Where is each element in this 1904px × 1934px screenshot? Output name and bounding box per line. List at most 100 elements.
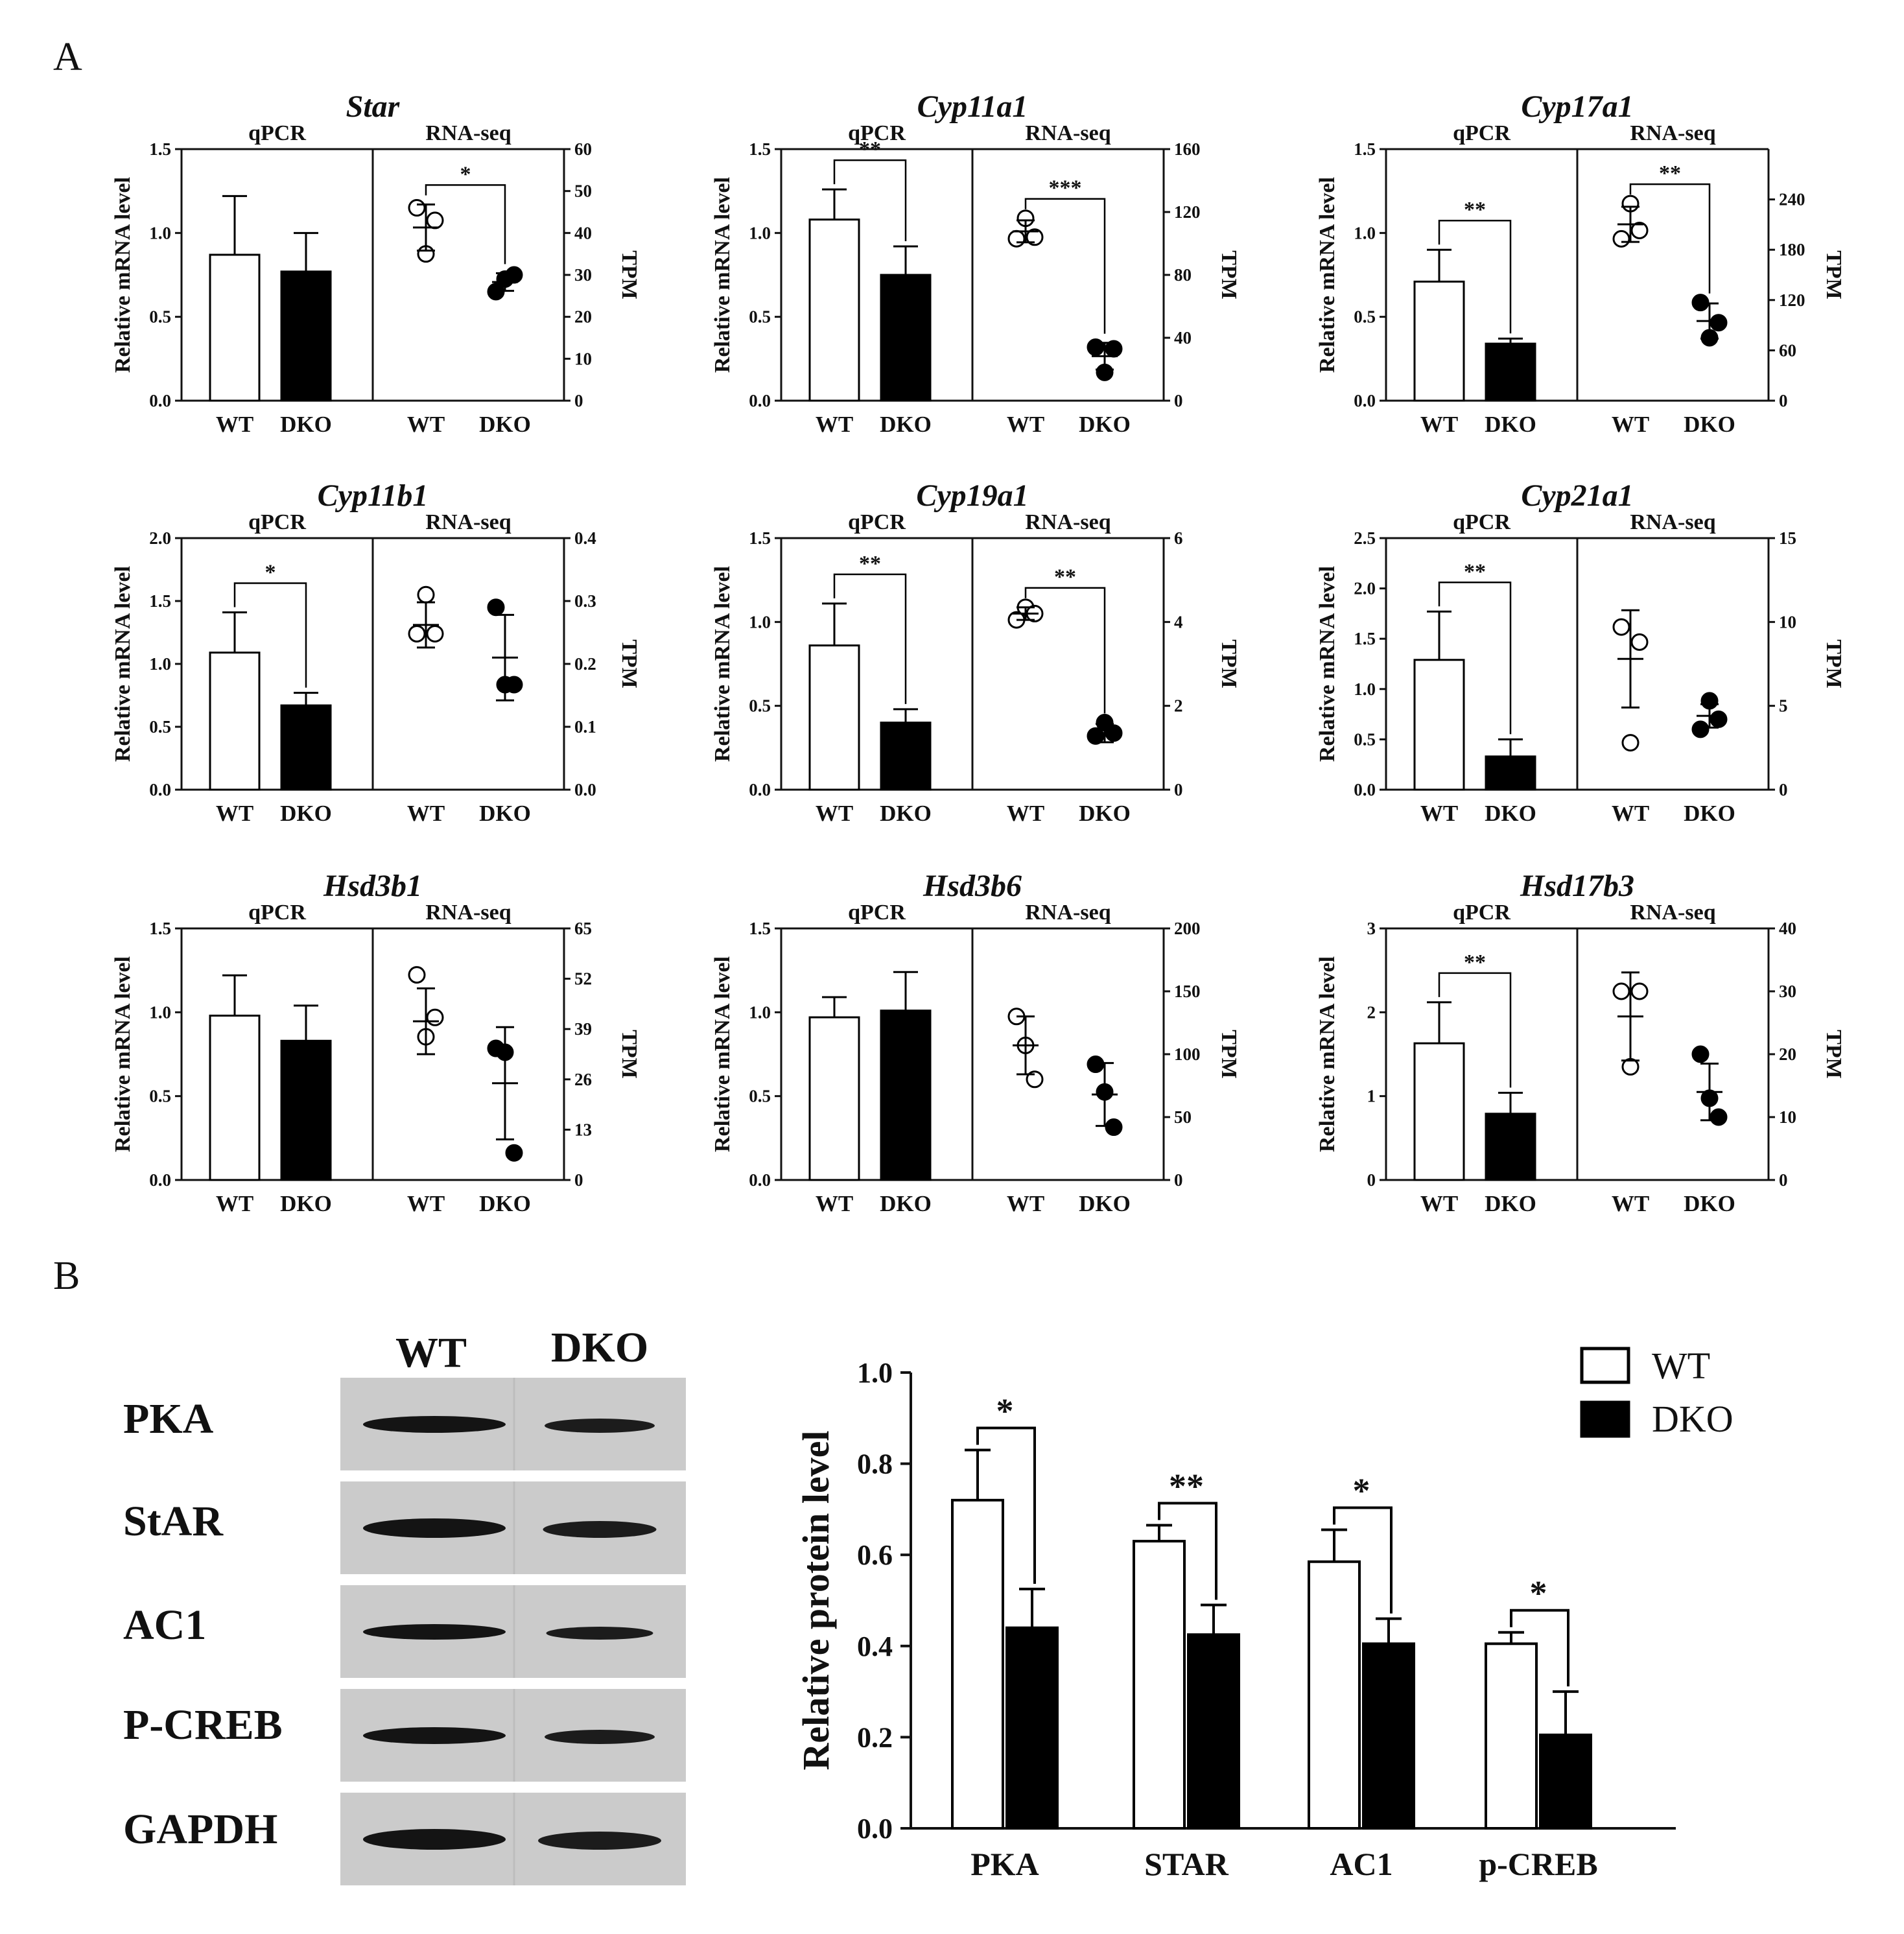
y2-axis-label: TPM <box>1822 250 1846 300</box>
bar-wt <box>808 644 860 791</box>
point-dko <box>505 1144 523 1162</box>
right-tick-label: 4 <box>1174 612 1183 631</box>
left-tick-label: 1.5 <box>149 591 171 611</box>
qpcr-label: qPCR <box>248 510 306 534</box>
significance-label: ** <box>1169 1467 1204 1506</box>
bar-dko <box>1005 1626 1059 1830</box>
right-tick-label: 2 <box>1174 696 1183 716</box>
y-tick-label: 0.8 <box>857 1448 893 1480</box>
y2-axis-label: TPM <box>617 639 641 689</box>
left-tick-label: 1.0 <box>749 1002 771 1022</box>
category-label: DKO <box>1684 412 1735 437</box>
left-tick-label: 2.5 <box>1354 528 1376 548</box>
bar-dko <box>880 722 932 791</box>
qpcr-significance-bracket <box>1438 972 1512 1088</box>
wb-row-label: AC1 <box>123 1601 206 1649</box>
significance-label: ** <box>1659 161 1681 185</box>
left-tick-label: 0.0 <box>1354 391 1376 410</box>
right-tick-label: 180 <box>1779 240 1805 259</box>
rnaseq-label: RNA-seq <box>1630 901 1715 925</box>
legend-label-wt: WT <box>1652 1345 1710 1387</box>
qpcr-label: qPCR <box>1453 510 1510 534</box>
wb-row-label: P-CREB <box>123 1701 283 1749</box>
point-wt <box>408 966 426 984</box>
rnaseq-label: RNA-seq <box>1630 510 1715 534</box>
left-tick-label: 0.5 <box>149 1087 171 1106</box>
y-axis-label: Relative mRNA level <box>711 956 735 1152</box>
right-tick-label: 6 <box>1174 528 1183 548</box>
y-tick-label: 1.0 <box>857 1357 893 1389</box>
y2-axis-label: TPM <box>1822 1030 1846 1079</box>
right-tick-label: 0.0 <box>574 780 596 799</box>
left-tick-label: 1.0 <box>149 223 171 242</box>
point-wt <box>1630 221 1649 239</box>
category-label: DKO <box>479 1191 531 1216</box>
chart-title: Cyp17a1 <box>1521 89 1633 124</box>
significance-label: * <box>460 162 471 186</box>
point-wt <box>417 585 435 604</box>
category-label: WT <box>1420 801 1458 826</box>
bar-wt <box>1133 1540 1186 1830</box>
bar-dko <box>280 704 332 791</box>
right-tick-label: 150 <box>1174 982 1201 1001</box>
category-label: DKO <box>479 801 531 826</box>
qpcr-significance-bracket <box>1438 582 1512 735</box>
right-tick-label: 26 <box>574 1070 592 1089</box>
qpcr-significance-bracket <box>833 159 907 242</box>
left-tick-label: 1.0 <box>1354 679 1376 699</box>
right-tick-label: 0 <box>1174 391 1183 410</box>
point-dko <box>1087 1055 1105 1074</box>
point-wt <box>1612 982 1630 1000</box>
bar-dko <box>1485 1113 1536 1181</box>
category-label: p-CREB <box>1479 1846 1597 1882</box>
rnaseq-label: RNA-seq <box>425 121 511 145</box>
left-tick-label: 1.5 <box>749 139 771 159</box>
right-tick-label: 0 <box>1779 1170 1788 1190</box>
wb-row-label: PKA <box>123 1395 214 1443</box>
bar-dko <box>1485 342 1536 402</box>
bar-dko <box>880 274 932 402</box>
bar-wt <box>1413 280 1465 402</box>
right-tick-label: 30 <box>574 265 592 285</box>
chart-cyp11a1: Cyp11a1 qPCR RNA-seq 0.0 0.5 1.0 1.5 0 40 80 120 16… <box>711 89 1241 437</box>
category-label: WT <box>1612 801 1649 826</box>
rnaseq-label: RNA-seq <box>425 510 511 534</box>
left-tick-label: 1.5 <box>149 919 171 938</box>
right-tick-label: 39 <box>574 1019 592 1039</box>
rnaseq-label: RNA-seq <box>1630 121 1715 145</box>
rnaseq-label: RNA-seq <box>1025 510 1111 534</box>
significance-label: ** <box>1054 565 1076 589</box>
significance-label: * <box>1530 1574 1547 1613</box>
right-tick-label: 20 <box>1779 1044 1796 1064</box>
panel-label-a: A <box>53 35 82 79</box>
chart-hsd3b6: Hsd3b6 qPCR RNA-seq 0.0 0.5 1.0 1.5 0 50 100 150 20… <box>711 869 1241 1216</box>
qpcr-significance-bracket <box>1438 219 1512 334</box>
band-dko <box>538 1832 661 1850</box>
right-tick-label: 0.3 <box>574 591 596 611</box>
left-tick-label: 1.0 <box>749 223 771 242</box>
point-dko <box>1087 338 1105 357</box>
bar-wt <box>1485 1642 1538 1830</box>
significance-label: * <box>1353 1472 1370 1511</box>
band-wt <box>363 1829 506 1850</box>
left-tick-label: 0.0 <box>749 1170 771 1190</box>
chart-title: Hsd17b3 <box>1520 869 1634 903</box>
bar-wt <box>1413 659 1465 791</box>
band-wt <box>363 1416 506 1433</box>
band-wt <box>363 1518 506 1538</box>
qpcr-label: qPCR <box>248 121 306 145</box>
qpcr-label: qPCR <box>248 901 306 925</box>
band-dko <box>543 1521 657 1538</box>
significance-label: ** <box>1464 560 1486 584</box>
left-tick-label: 2.0 <box>149 528 171 548</box>
left-tick-label: 0.5 <box>149 717 171 737</box>
category-label: DKO <box>1079 412 1131 437</box>
category-label: WT <box>407 801 445 826</box>
point-dko <box>1710 1108 1728 1126</box>
rnaseq-label: RNA-seq <box>425 901 511 925</box>
left-tick-label: 1.5 <box>149 139 171 159</box>
right-tick-label: 80 <box>1174 265 1192 285</box>
qpcr-significance-bracket <box>833 573 907 704</box>
rnaseq-label: RNA-seq <box>1025 901 1111 925</box>
